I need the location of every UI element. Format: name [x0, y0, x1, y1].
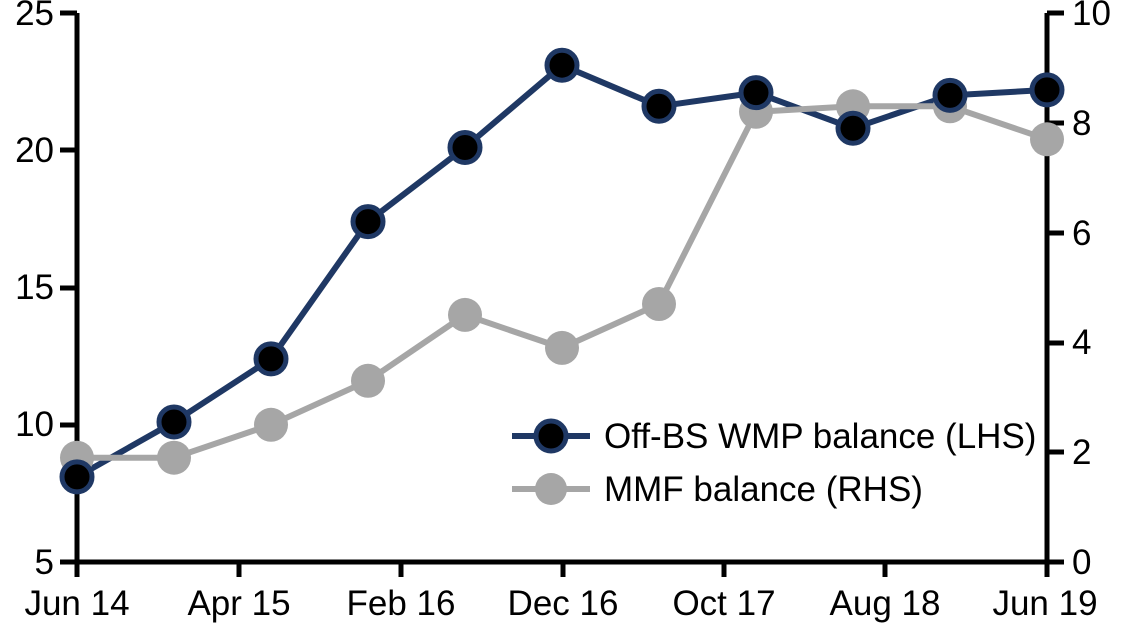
- axis-ticks-left: [60, 10, 77, 565]
- y-left-tick-5: 5: [34, 543, 54, 582]
- data-point: [59, 459, 95, 495]
- y-left-tick-25: 25: [15, 0, 54, 33]
- data-point: [1029, 72, 1065, 108]
- legend-swatch-off-bs-wmp: [512, 418, 590, 454]
- x-tick-oct-17: Oct 17: [672, 584, 776, 623]
- series-line-1: [74, 62, 1050, 480]
- data-point: [642, 287, 676, 321]
- y-right-tick-2: 2: [1072, 433, 1092, 472]
- data-point: [447, 130, 483, 165]
- data-point: [156, 404, 192, 440]
- series-layer: [59, 47, 1065, 495]
- data-point: [253, 341, 289, 377]
- y-right-tick-4: 4: [1072, 323, 1092, 362]
- x-tick-jun-19: Jun 19: [992, 584, 1098, 623]
- y-right-tick-10: 10: [1072, 0, 1111, 33]
- data-point: [932, 77, 968, 113]
- legend-label-off-bs-wmp: Off-BS WMP balance (LHS): [604, 417, 1037, 456]
- data-point: [641, 88, 677, 124]
- data-point: [254, 407, 288, 442]
- series-line-2: [74, 103, 1050, 461]
- data-point: [157, 440, 191, 475]
- y-right-tick-6: 6: [1072, 214, 1092, 253]
- data-point: [835, 110, 871, 146]
- x-tick-dec-16: Dec 16: [507, 584, 619, 623]
- data-point: [738, 75, 774, 111]
- y-right-tick-8: 8: [1072, 104, 1092, 143]
- legend-label-mmf: MMF balance (RHS): [604, 470, 923, 509]
- y-left-tick-15: 15: [15, 268, 54, 307]
- data-point: [350, 204, 386, 240]
- data-point: [351, 363, 385, 398]
- x-tick-aug-18: Aug 18: [829, 584, 941, 623]
- axis-ticks-x: [74, 562, 1050, 577]
- y-right-tick-0: 0: [1072, 543, 1092, 582]
- data-point: [545, 330, 579, 365]
- x-tick-feb-16: Feb 16: [346, 584, 456, 623]
- data-point: [448, 297, 482, 332]
- x-tick-jun-14: Jun 14: [24, 584, 130, 623]
- data-point: [544, 47, 580, 83]
- legend-swatch-mmf: [512, 473, 590, 505]
- data-point: [1030, 122, 1064, 157]
- y-left-tick-20: 20: [15, 131, 54, 170]
- y-left-tick-10: 10: [15, 405, 54, 444]
- x-tick-apr-15: Apr 15: [187, 584, 291, 623]
